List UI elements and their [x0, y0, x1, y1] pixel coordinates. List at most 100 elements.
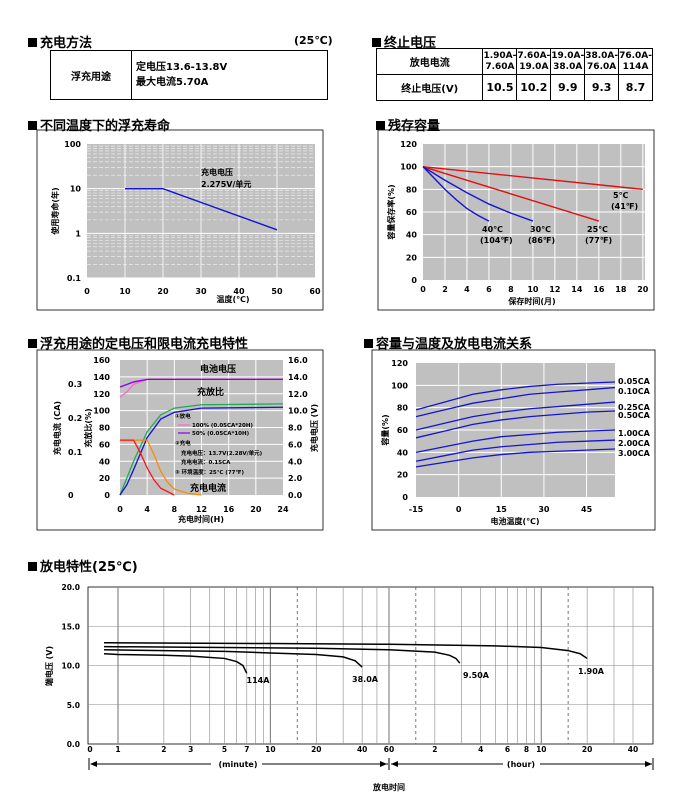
float-legend-discharge: ①放电: [175, 412, 191, 420]
residual-chart-title: 残存容量: [376, 115, 440, 134]
capacity-x-tick: -15: [409, 505, 424, 514]
life-y-ticks: 100 10 1 0.1: [64, 140, 81, 283]
capacity-ylabel: 容量(%): [380, 414, 390, 446]
discharge-grid: [88, 587, 653, 744]
life-x-tick: 40: [233, 287, 245, 296]
residual-x-tick: 6: [486, 285, 492, 294]
discharge-y-tick: 10.0: [61, 662, 80, 671]
charging-method-title: 充电方法: [28, 32, 92, 51]
discharge-current-label: 放电电流: [375, 48, 484, 75]
arrow-head: [391, 761, 398, 767]
float-left-tick: 20: [99, 474, 111, 483]
life-chart-frame: [36, 129, 324, 311]
residual-series-name: 25℃: [587, 225, 608, 234]
float-x-tick: 0: [117, 505, 123, 514]
discharge-y-tick: 0.0: [67, 740, 80, 749]
float-grid: [120, 360, 283, 495]
life-y-tick: 100: [64, 140, 81, 149]
life-y-tick: 10: [70, 185, 82, 194]
float-chart-frame: [36, 349, 324, 531]
float-x-tick: 12: [196, 505, 207, 514]
capacity-y-tick: 0: [402, 493, 408, 502]
residual-series-name: 40℃: [482, 225, 503, 234]
float-left-tick: 140: [93, 373, 110, 382]
life-x-tick: 0: [84, 287, 90, 296]
capacity-line: [415, 410, 616, 439]
discharge-time-arrows: [88, 758, 654, 770]
life-y-tick: 1: [75, 229, 81, 238]
capacity-y-tick: 60: [397, 426, 409, 435]
float-ca-tick: 0: [68, 491, 74, 500]
float-x-tick: 4: [144, 505, 150, 514]
float-right-tick: 4.0: [288, 457, 303, 466]
float-line: [119, 378, 283, 388]
life-annotation-2: 2.275V/单元: [201, 179, 251, 189]
life-ylabel: 使用寿命(年): [50, 187, 60, 235]
residual-x-tick: 16: [593, 285, 605, 294]
life-series: [125, 187, 278, 231]
float-right-tick: 14.0: [288, 373, 308, 382]
float-xlabel: 充电时间(H): [178, 514, 224, 524]
discharge-xlabel: 放电时间: [372, 782, 405, 792]
current-range-cell: 19.0A- 38.0A: [550, 48, 586, 75]
discharge-series-labels: 114A 38.0A 9.50A 1.90A: [247, 667, 605, 685]
cutoff-value: 10.5: [482, 74, 518, 101]
float-legend-cv: 充电电压：13.7V(2.28V/单元): [181, 449, 263, 457]
life-chart-title: 不同温度下的浮充寿命: [28, 115, 170, 134]
capacity-line: [415, 448, 616, 468]
float-legend-charge: ②充电: [175, 439, 191, 447]
float-legend-50: 50% (0.05CA*10H): [192, 431, 250, 437]
residual-series-sub: (86℉): [528, 236, 555, 245]
hour-label: (hour): [507, 760, 535, 769]
discharge-minute-tick: 20: [311, 745, 321, 754]
minute-label: (minute): [218, 760, 257, 769]
float-right-tick: 16.0: [288, 356, 308, 365]
residual-line: [422, 166, 490, 222]
discharge-line: [103, 641, 588, 660]
capacity-line: [415, 401, 616, 431]
discharge-y-ticks: 20.0 15.0 10.0 5.0 0.0: [61, 583, 80, 749]
float-chart-title: 浮充用途的定电压和限电流充电特性: [28, 333, 248, 352]
float-right-ticks: 16.0 14.0 12.0 10.0 8.0 6.0 4.0 2.0 0.0: [288, 356, 308, 500]
life-x-tick: 60: [309, 287, 321, 296]
capacity-series-name: 0.10CA: [618, 387, 651, 396]
float-left-tick: 60: [99, 440, 111, 449]
life-x-tick: 10: [119, 287, 131, 296]
float-legend-100: 100% (0.05CA*20H): [192, 423, 253, 429]
life-x-tick: 30: [195, 287, 207, 296]
capacity-xlabel: 电池温度(℃): [491, 516, 540, 526]
capacity-x-tick: 0: [456, 505, 462, 514]
life-y-tick: 0.1: [67, 274, 82, 283]
capacity-y-tick: 120: [391, 359, 408, 368]
float-right-tick: 10.0: [288, 407, 308, 416]
float-left-tick: 80: [99, 424, 111, 433]
capacity-x-tick: 15: [496, 505, 508, 514]
residual-plot-area: [423, 144, 645, 280]
discharge-minute-tick: 10: [265, 745, 275, 754]
float-ca-tick: 0.2: [68, 414, 82, 423]
discharge-hour-tick: 10: [536, 745, 546, 754]
residual-x-tick: 0: [420, 285, 426, 294]
float-line: [119, 378, 283, 388]
residual-y-tick: 20: [406, 253, 418, 262]
residual-line: [422, 165, 643, 191]
float-legend-cc: 充电电流：0.15CA: [181, 458, 231, 466]
float-line: [119, 378, 283, 398]
cutoff-value: 9.9: [550, 74, 586, 101]
cutoff-voltage-title: 终止电压: [372, 32, 436, 51]
capacity-y-tick: 100: [391, 381, 408, 390]
residual-series-sub: (77℉): [585, 236, 612, 245]
capacity-x-ticks: -15 0 15 30 45: [409, 505, 593, 514]
discharge-series-name: 1.90A: [578, 667, 605, 676]
discharge-hour-tick: 20: [582, 745, 592, 754]
current-range-cell: 38.0A- 76.0A: [584, 48, 620, 75]
residual-ylabel: 容量保存率(%): [386, 184, 396, 240]
charging-method-values: 定电压13.6-13.8V 最大电流5.70A: [131, 50, 328, 100]
residual-x-tick: 18: [615, 285, 627, 294]
residual-y-tick: 0: [411, 276, 417, 285]
cutoff-value: 10.2: [516, 74, 552, 101]
discharge-minute-tick: 7: [244, 745, 249, 754]
float-left-tick: 160: [93, 356, 110, 365]
discharge-minute-tick: 0: [87, 745, 92, 754]
capacity-y-tick: 40: [397, 448, 409, 457]
